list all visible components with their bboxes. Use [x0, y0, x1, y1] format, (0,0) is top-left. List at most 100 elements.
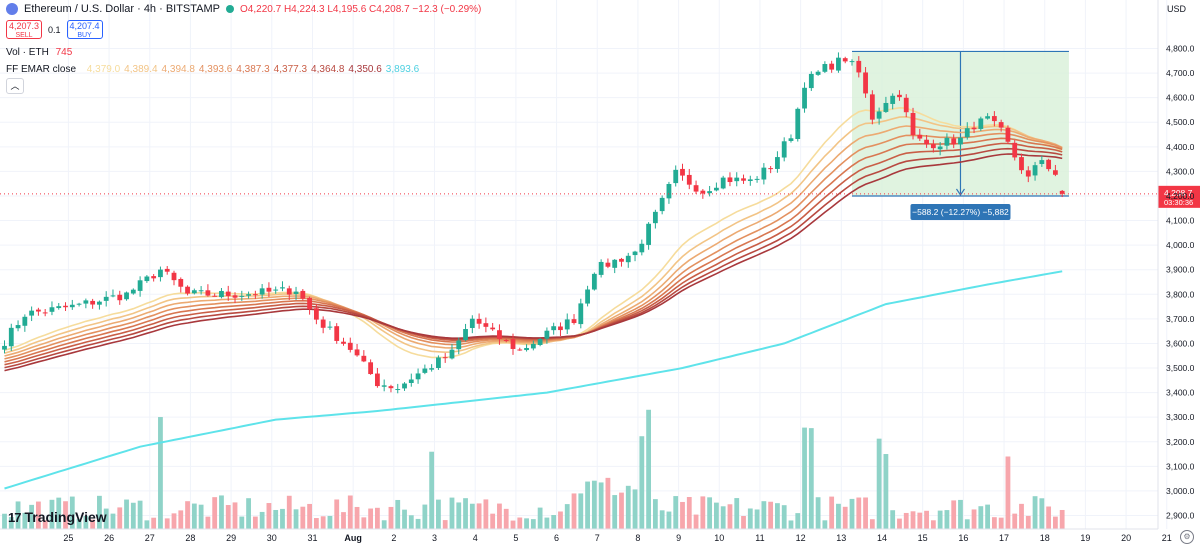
- volume-bar: [442, 520, 448, 529]
- candle-body: [652, 211, 658, 224]
- volume-bar: [22, 512, 28, 529]
- volume-bar: [90, 519, 96, 529]
- volume-bar: [252, 516, 258, 529]
- candle-body: [280, 287, 285, 289]
- volume-bar: [97, 495, 102, 529]
- time-tick-label: 21: [1162, 533, 1172, 543]
- candle-body: [754, 178, 760, 180]
- symbol-title[interactable]: Ethereum / U.S. Dollar · 4h · BITSTAMP: [24, 3, 221, 15]
- candle-body: [808, 73, 814, 89]
- volume-bar: [605, 477, 611, 529]
- candle-body: [856, 60, 862, 73]
- price-tick-label: 3,500.0: [1166, 363, 1195, 373]
- time-tick-label: 9: [676, 533, 681, 543]
- volume-bar: [930, 520, 936, 529]
- candle-body: [130, 289, 136, 294]
- buy-button[interactable]: 4,207.4 BUY: [66, 20, 103, 39]
- volume-bar: [246, 498, 251, 529]
- candle-body: [761, 167, 767, 180]
- open-value: O4,220.7: [240, 3, 282, 15]
- candle-body: [869, 94, 875, 120]
- candle-body: [666, 183, 672, 199]
- candle-body: [544, 330, 550, 339]
- volume-bar: [693, 514, 699, 529]
- candle-body: [998, 122, 1004, 128]
- candle-body: [408, 379, 414, 383]
- candle-body: [205, 290, 211, 296]
- ema-legend-value: 3,893.6: [385, 64, 420, 75]
- candle-body: [639, 243, 645, 253]
- volume-bar: [124, 499, 129, 529]
- candle-body: [714, 187, 719, 191]
- candle-body: [680, 168, 685, 176]
- ema-legend-value: 4,394.8: [161, 64, 195, 75]
- candle-body: [415, 373, 421, 380]
- candle-body: [76, 303, 82, 305]
- current-price-label: 4,208.7: [1164, 188, 1193, 198]
- candle-body: [903, 97, 909, 113]
- time-tick-label: 14: [877, 533, 887, 543]
- candle-body: [15, 325, 21, 329]
- volume-bar: [83, 516, 89, 529]
- price-tick-label: 4,000.0: [1166, 240, 1195, 250]
- time-tick-label: 29: [226, 533, 236, 543]
- volume-bar: [1025, 515, 1031, 529]
- candle-body: [246, 294, 251, 296]
- candle-body: [185, 286, 190, 294]
- volume-bar: [375, 507, 380, 529]
- price-tick-label: 4,700.0: [1166, 68, 1195, 78]
- volume-bar: [795, 513, 801, 529]
- candle-body: [930, 144, 936, 149]
- time-tick-label: 8: [635, 533, 640, 543]
- candle-body: [375, 373, 380, 387]
- candle-body: [924, 139, 929, 145]
- ema-legend-label: FF EMAR close: [6, 64, 77, 75]
- volume-bar: [551, 515, 557, 529]
- candle-body: [727, 177, 733, 183]
- candle-body: [897, 94, 902, 98]
- price-tick-label: 3,100.0: [1166, 461, 1195, 471]
- candle-body: [517, 349, 523, 351]
- candle-body: [293, 291, 299, 295]
- volume-bar: [69, 496, 75, 529]
- volume-bar: [110, 513, 116, 529]
- ohlc-values: O4,220.7 H4,224.3 L4,195.6 C4,208.7 −12.…: [240, 4, 481, 15]
- candle-body: [836, 57, 841, 71]
- volume-bar: [503, 508, 509, 529]
- volume-legend[interactable]: Vol · ETH 745: [6, 47, 72, 58]
- volume-bar: [680, 501, 685, 529]
- gear-icon[interactable]: ⚙: [1180, 530, 1194, 544]
- candle-body: [90, 300, 96, 305]
- volume-bar: [415, 518, 421, 529]
- candle-body: [29, 310, 35, 316]
- candle-body: [422, 368, 428, 373]
- sell-button[interactable]: 4,207.3 SELL: [6, 20, 42, 39]
- ema-line: [4, 153, 1063, 372]
- volume-bar: [144, 520, 150, 529]
- volume-bar: [951, 500, 957, 529]
- low-value: L4,195.6: [327, 3, 367, 15]
- price-tick-label: 3,900.0: [1166, 265, 1195, 275]
- volume-bar: [788, 520, 794, 529]
- tradingview-logo[interactable]: 17 TradingView: [8, 509, 107, 525]
- volume-bar: [639, 436, 645, 529]
- volume-bar: [490, 513, 496, 529]
- volume-bar: [205, 516, 211, 529]
- ema-legend[interactable]: FF EMAR close 4,379.0 4,389.4 4,394.8 4,393…: [6, 64, 419, 75]
- time-tick-label: 31: [307, 533, 317, 543]
- volume-bar: [971, 509, 977, 529]
- candle-body: [693, 185, 699, 192]
- buy-price: 4,207.4: [69, 21, 100, 31]
- high-value: H4,224.3: [283, 3, 325, 15]
- candle-body: [158, 269, 163, 278]
- candle-body: [49, 307, 55, 312]
- candle-body: [395, 389, 401, 391]
- time-tick-label: 12: [796, 533, 806, 543]
- tradingview-logo-text: TradingView: [24, 509, 107, 525]
- volume-bar: [2, 513, 7, 529]
- candle-body: [334, 326, 340, 341]
- chevron-up-icon[interactable]: ︿: [6, 78, 24, 94]
- candle-body: [42, 312, 48, 314]
- candle-body: [510, 339, 516, 349]
